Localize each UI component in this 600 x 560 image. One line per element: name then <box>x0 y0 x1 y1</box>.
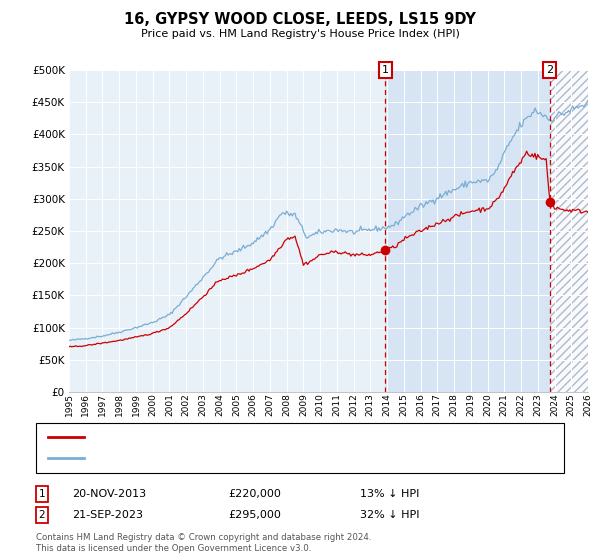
Bar <box>550 70 588 392</box>
Bar <box>550 70 588 392</box>
Text: 21-SEP-2023: 21-SEP-2023 <box>72 510 143 520</box>
Text: 20-NOV-2013: 20-NOV-2013 <box>72 489 146 499</box>
Text: 2: 2 <box>38 510 46 520</box>
Text: Contains HM Land Registry data © Crown copyright and database right 2024.: Contains HM Land Registry data © Crown c… <box>36 533 371 542</box>
Text: 32% ↓ HPI: 32% ↓ HPI <box>360 510 419 520</box>
Text: HPI: Average price, detached house, Leeds: HPI: Average price, detached house, Leed… <box>90 453 313 463</box>
Text: This data is licensed under the Open Government Licence v3.0.: This data is licensed under the Open Gov… <box>36 544 311 553</box>
Text: Price paid vs. HM Land Registry's House Price Index (HPI): Price paid vs. HM Land Registry's House … <box>140 29 460 39</box>
Text: 1: 1 <box>382 65 389 75</box>
Text: 2: 2 <box>546 65 553 75</box>
Text: 16, GYPSY WOOD CLOSE, LEEDS, LS15 9DY: 16, GYPSY WOOD CLOSE, LEEDS, LS15 9DY <box>124 12 476 27</box>
Text: 16, GYPSY WOOD CLOSE, LEEDS, LS15 9DY (detached house): 16, GYPSY WOOD CLOSE, LEEDS, LS15 9DY (d… <box>90 432 409 442</box>
Text: £220,000: £220,000 <box>228 489 281 499</box>
Bar <box>385 70 550 392</box>
Text: 1: 1 <box>38 489 46 499</box>
Text: 13% ↓ HPI: 13% ↓ HPI <box>360 489 419 499</box>
Text: £295,000: £295,000 <box>228 510 281 520</box>
